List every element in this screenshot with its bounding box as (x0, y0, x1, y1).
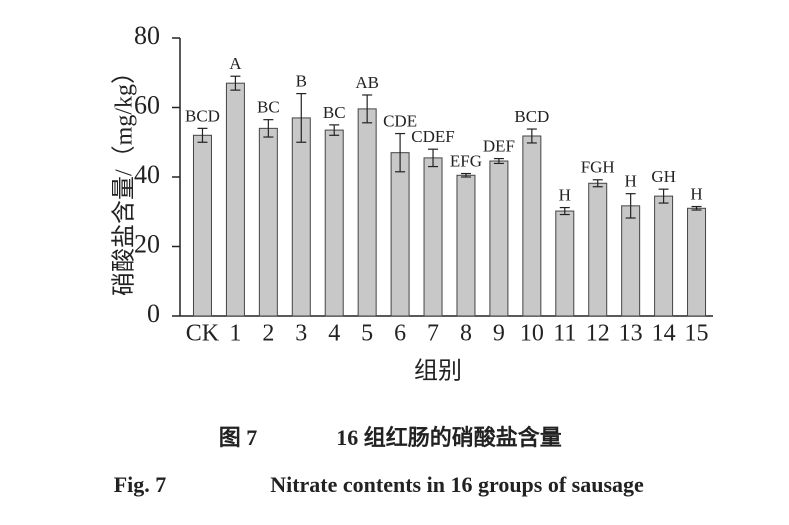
error-bar (428, 148, 439, 168)
error-bar (526, 128, 537, 144)
error-bar (329, 124, 340, 136)
error-bar (296, 92, 307, 143)
significance-letter: DEF (483, 136, 515, 155)
x-tick-label: CK (186, 321, 220, 347)
error-bar (493, 157, 504, 165)
error-bar (197, 127, 208, 143)
bar (423, 157, 443, 317)
x-tick-label: 2 (262, 321, 274, 347)
error-bar (592, 179, 603, 188)
y-tick-label: 40 (134, 160, 160, 189)
significance-letter: BC (323, 103, 346, 122)
bar (258, 127, 278, 317)
bar (588, 182, 608, 317)
bar (357, 108, 377, 317)
bar (489, 160, 509, 317)
significance-letter: A (229, 54, 242, 73)
bar (390, 152, 410, 317)
figure-label: 图 7 (219, 425, 258, 450)
x-tick-label: 14 (652, 321, 676, 347)
significance-letter: BCD (185, 106, 220, 125)
significance-letter: BCD (514, 107, 549, 126)
x-tick-label: 1 (229, 321, 241, 347)
figure-label: Fig. 7 (114, 472, 167, 497)
bar (555, 210, 575, 317)
significance-letter: B (296, 72, 307, 91)
significance-letter: CDE (383, 111, 417, 130)
caption: Nitrate contents in 16 groups of sausage (270, 472, 644, 497)
error-bar (263, 119, 274, 138)
error-bar (658, 188, 669, 204)
significance-letter: H (625, 172, 637, 191)
significance-letter: CDEF (411, 127, 454, 146)
x-tick-label: 9 (493, 321, 505, 347)
significance-letter: FGH (581, 158, 615, 177)
x-tick-label: 6 (394, 321, 406, 347)
y-tick-label: 60 (134, 90, 160, 119)
bar (291, 117, 311, 317)
bar (654, 195, 674, 317)
x-tick-label: 3 (295, 321, 307, 347)
bar (456, 174, 476, 317)
y-axis-label: 硝酸盐含量/（mg/kg） (111, 60, 138, 296)
y-tick-label: 0 (147, 299, 160, 328)
error-bar (559, 206, 570, 216)
x-tick-label: 7 (427, 321, 439, 347)
x-tick-label: 12 (586, 321, 610, 347)
bar (687, 207, 707, 317)
y-tick-label: 80 (134, 21, 160, 50)
caption: 16 组红肠的硝酸盐含量 (336, 425, 562, 450)
bar (621, 205, 641, 317)
error-bar (362, 94, 373, 124)
x-tick-label: 4 (328, 321, 340, 347)
x-tick-label: 5 (361, 321, 373, 347)
bar (192, 134, 212, 317)
bar (522, 135, 542, 317)
x-tick-label: 13 (619, 321, 643, 347)
x-tick-label: 15 (685, 321, 709, 347)
error-bar (230, 75, 241, 91)
significance-letter: AB (355, 73, 379, 92)
x-axis-label: 组别 (414, 358, 462, 385)
error-bar (395, 132, 406, 173)
error-bar (460, 172, 471, 178)
significance-letter: BC (257, 98, 280, 117)
significance-letter: H (690, 184, 702, 203)
y-tick-label: 20 (134, 229, 160, 258)
x-tick-label: 11 (553, 321, 576, 347)
significance-letter: EFG (450, 151, 482, 170)
x-tick-label: 10 (520, 321, 544, 347)
bar (225, 82, 245, 317)
significance-letter: GH (651, 167, 676, 186)
bar (324, 129, 344, 317)
x-tick-label: 8 (460, 321, 472, 347)
significance-letter: H (559, 185, 571, 204)
error-bar (625, 193, 636, 219)
error-bar (691, 205, 702, 211)
